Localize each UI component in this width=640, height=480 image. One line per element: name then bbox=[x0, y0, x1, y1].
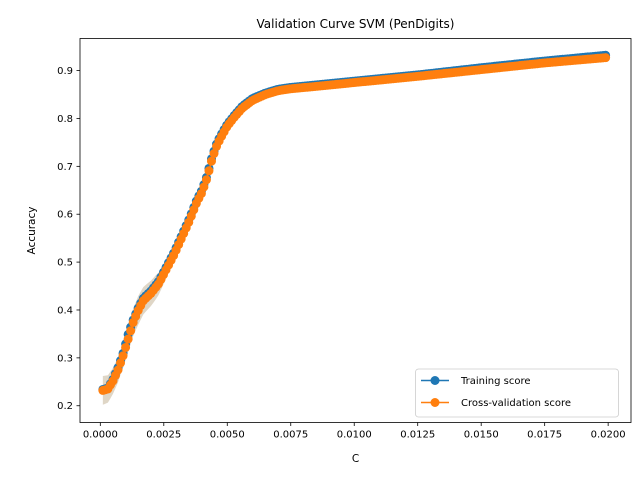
plot-frame bbox=[79, 38, 632, 423]
x-tick-label: 0.0100 bbox=[337, 430, 372, 441]
legend-label-cv: Cross-validation score bbox=[461, 398, 571, 409]
y-tick-label: 0.9 bbox=[57, 66, 73, 77]
chart-title: Validation Curve SVM (PenDigits) bbox=[257, 17, 455, 31]
y-tick-label: 0.3 bbox=[57, 353, 73, 364]
band-layer bbox=[102, 55, 606, 405]
y-tick-label: 0.2 bbox=[57, 401, 73, 412]
legend-marker-training bbox=[430, 376, 440, 385]
legend-label-training: Training score bbox=[460, 376, 531, 387]
series-0 bbox=[98, 50, 611, 394]
data-point bbox=[199, 182, 209, 192]
series-1 bbox=[98, 53, 611, 395]
data-point bbox=[601, 53, 611, 63]
data-point bbox=[206, 156, 216, 166]
data-point bbox=[201, 175, 211, 185]
x-tick-label: 0.0050 bbox=[210, 430, 245, 441]
series-line-0 bbox=[102, 54, 606, 391]
data-point bbox=[209, 149, 219, 159]
y-tick-label: 0.8 bbox=[57, 114, 73, 125]
x-axis-label: C bbox=[352, 453, 359, 465]
x-tick-label: 0.0025 bbox=[146, 430, 181, 441]
x-tick-label: 0.0000 bbox=[83, 430, 118, 441]
data-point bbox=[113, 365, 123, 375]
x-tick-label: 0.0075 bbox=[273, 430, 308, 441]
data-point bbox=[118, 351, 128, 361]
y-axis: 0.2 0.3 0.4 0.5 0.6 0.7 0.8 0.9 bbox=[57, 66, 80, 412]
data-point bbox=[123, 334, 133, 344]
data-point bbox=[116, 358, 126, 368]
x-tick-label: 0.0175 bbox=[527, 430, 562, 441]
data-point bbox=[126, 326, 136, 336]
y-tick-label: 0.7 bbox=[57, 162, 73, 173]
y-tick-label: 0.4 bbox=[57, 305, 73, 316]
x-tick-label: 0.0125 bbox=[400, 430, 435, 441]
x-tick-label: 0.0200 bbox=[591, 430, 626, 441]
legend-marker-cv bbox=[430, 398, 440, 407]
legend: Training score Cross-validation score bbox=[415, 368, 619, 418]
cv-score-band bbox=[102, 55, 606, 405]
legend-frame bbox=[415, 368, 619, 418]
series-layer bbox=[98, 50, 611, 395]
data-point bbox=[204, 166, 214, 176]
y-tick-label: 0.6 bbox=[57, 210, 73, 221]
data-point bbox=[121, 342, 131, 352]
x-axis: 0.0000 0.0025 0.0050 0.0075 0.0100 0.0125 0.01… bbox=[83, 422, 626, 441]
y-axis-label: Accuracy bbox=[26, 207, 38, 255]
y-tick-label: 0.5 bbox=[57, 258, 73, 269]
x-tick-label: 0.0150 bbox=[464, 430, 499, 441]
series-line-1 bbox=[102, 56, 606, 392]
